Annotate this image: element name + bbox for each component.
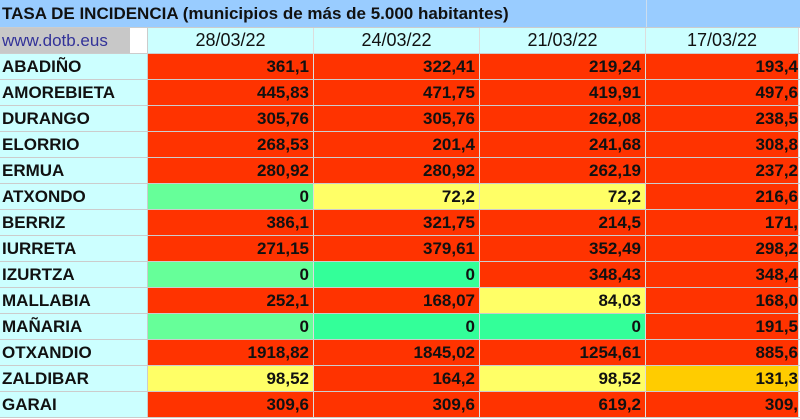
municipality-name: MALLABIA xyxy=(0,288,148,313)
table-row: IZURTZA 0 0 348,43 348,4 xyxy=(0,262,800,288)
incidence-cell: 98,52 xyxy=(148,366,314,391)
incidence-cell: 348,43 xyxy=(480,262,646,287)
incidence-cell: 280,92 xyxy=(148,158,314,183)
incidence-cell: 322,41 xyxy=(314,54,480,79)
date-header: 24/03/22 xyxy=(314,28,480,53)
incidence-cell: 352,49 xyxy=(480,236,646,261)
incidence-cell: 191,5 xyxy=(646,314,799,339)
header-row: www.dotb.eus 28/03/22 24/03/22 21/03/22 … xyxy=(0,28,800,54)
table-row: DURANGO 305,76 305,76 262,08 238,5 xyxy=(0,106,800,132)
municipality-name: ERMUA xyxy=(0,158,148,183)
table-title: TASA DE INCIDENCIA (municipios de más de… xyxy=(0,0,647,27)
incidence-cell: 168,07 xyxy=(314,288,480,313)
municipality-name: GARAI xyxy=(0,392,148,417)
incidence-cell: 1254,61 xyxy=(480,340,646,365)
incidence-cell: 72,2 xyxy=(480,184,646,209)
incidence-cell: 216,6 xyxy=(646,184,799,209)
date-header: 17/03/22 xyxy=(646,28,799,53)
incidence-cell: 305,76 xyxy=(314,106,480,131)
incidence-cell: 298,2 xyxy=(646,236,799,261)
incidence-cell: 280,92 xyxy=(314,158,480,183)
table-row: ABADIÑO 361,1 322,41 219,24 193,4 xyxy=(0,54,800,80)
table-row: IURRETA 271,15 379,61 352,49 298,2 xyxy=(0,236,800,262)
incidence-cell: 0 xyxy=(480,314,646,339)
incidence-cell: 445,83 xyxy=(148,80,314,105)
municipality-name: IZURTZA xyxy=(0,262,148,287)
table-row: ELORRIO 268,53 201,4 241,68 308,8 xyxy=(0,132,800,158)
incidence-cell: 361,1 xyxy=(148,54,314,79)
incidence-cell: 348,4 xyxy=(646,262,799,287)
incidence-cell: 309, xyxy=(646,392,799,417)
table-row: ATXONDO 0 72,2 72,2 216,6 xyxy=(0,184,800,210)
incidence-cell: 271,15 xyxy=(148,236,314,261)
table-row: OTXANDIO 1918,82 1845,02 1254,61 885,6 xyxy=(0,340,800,366)
incidence-cell: 0 xyxy=(314,262,480,287)
table-row: BERRIZ 386,1 321,75 214,5 171, xyxy=(0,210,800,236)
incidence-cell: 0 xyxy=(314,314,480,339)
municipality-name: OTXANDIO xyxy=(0,340,148,365)
incidence-cell: 262,08 xyxy=(480,106,646,131)
incidence-cell: 268,53 xyxy=(148,132,314,157)
incidence-cell: 471,75 xyxy=(314,80,480,105)
incidence-cell: 171, xyxy=(646,210,799,235)
incidence-cell: 131,3 xyxy=(646,366,799,391)
date-header: 21/03/22 xyxy=(480,28,646,53)
table-row: MALLABIA 252,1 168,07 84,03 168,0 xyxy=(0,288,800,314)
incidence-cell: 201,4 xyxy=(314,132,480,157)
incidence-cell: 308,8 xyxy=(646,132,799,157)
title-row: TASA DE INCIDENCIA (municipios de más de… xyxy=(0,0,800,28)
municipality-name: DURANGO xyxy=(0,106,148,131)
municipality-name: ELORRIO xyxy=(0,132,148,157)
incidence-cell: 214,5 xyxy=(480,210,646,235)
incidence-cell: 1845,02 xyxy=(314,340,480,365)
incidence-cell: 168,0 xyxy=(646,288,799,313)
incidence-cell: 379,61 xyxy=(314,236,480,261)
municipality-name: IURRETA xyxy=(0,236,148,261)
incidence-cell: 72,2 xyxy=(314,184,480,209)
incidence-cell: 262,19 xyxy=(480,158,646,183)
incidence-cell: 321,75 xyxy=(314,210,480,235)
incidence-cell: 237,2 xyxy=(646,158,799,183)
municipality-name: AMOREBIETA xyxy=(0,80,148,105)
incidence-cell: 0 xyxy=(148,184,314,209)
incidence-cell: 309,6 xyxy=(148,392,314,417)
incidence-cell: 419,91 xyxy=(480,80,646,105)
incidence-cell: 0 xyxy=(148,314,314,339)
municipality-name: ABADIÑO xyxy=(0,54,148,79)
incidence-cell: 0 xyxy=(148,262,314,287)
municipality-name: BERRIZ xyxy=(0,210,148,235)
table-row: ERMUA 280,92 280,92 262,19 237,2 xyxy=(0,158,800,184)
incidence-cell: 305,76 xyxy=(148,106,314,131)
incidence-cell: 193,4 xyxy=(646,54,799,79)
incidence-cell: 309,6 xyxy=(314,392,480,417)
date-header: 28/03/22 xyxy=(148,28,314,53)
incidence-cell: 98,52 xyxy=(480,366,646,391)
municipality-name: MAÑARIA xyxy=(0,314,148,339)
table-row: GARAI 309,6 309,6 619,2 309, xyxy=(0,392,800,418)
incidence-cell: 1918,82 xyxy=(148,340,314,365)
incidence-cell: 252,1 xyxy=(148,288,314,313)
municipality-name: ZALDIBAR xyxy=(0,366,148,391)
table-row: MAÑARIA 0 0 0 191,5 xyxy=(0,314,800,340)
incidence-cell: 386,1 xyxy=(148,210,314,235)
table-body: ABADIÑO 361,1 322,41 219,24 193,4 AMOREBIETA 4… xyxy=(0,54,800,418)
incidence-cell: 497,6 xyxy=(646,80,799,105)
table-row: ZALDIBAR 98,52 164,2 98,52 131,3 xyxy=(0,366,800,392)
incidence-cell: 241,68 xyxy=(480,132,646,157)
table-row: AMOREBIETA 445,83 471,75 419,91 497,6 xyxy=(0,80,800,106)
incidence-cell: 885,6 xyxy=(646,340,799,365)
incidence-cell: 84,03 xyxy=(480,288,646,313)
incidence-cell: 164,2 xyxy=(314,366,480,391)
municipality-name: ATXONDO xyxy=(0,184,148,209)
incidence-cell: 219,24 xyxy=(480,54,646,79)
website-link[interactable]: www.dotb.eus xyxy=(0,28,130,53)
incidence-cell: 238,5 xyxy=(646,106,799,131)
incidence-cell: 619,2 xyxy=(480,392,646,417)
